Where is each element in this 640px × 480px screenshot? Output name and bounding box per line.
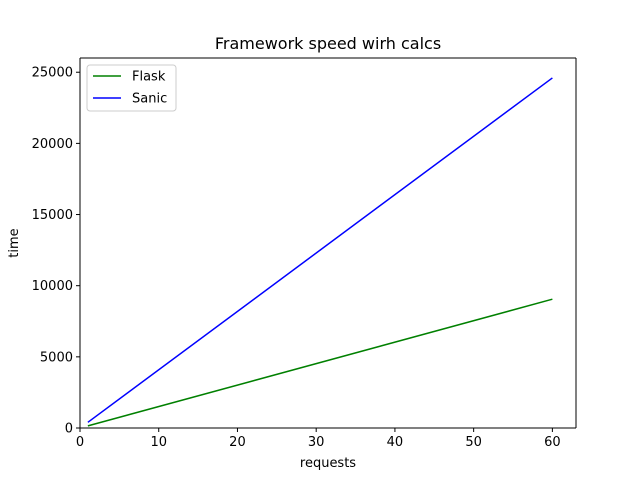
legend-label-flask: Flask [132,70,166,85]
axes-frame [79,57,577,429]
y-tick-label: 20000 [32,137,73,152]
series-line-sanic [87,77,553,423]
x-tick-label: 60 [544,435,561,450]
y-axis-label: time [7,228,22,257]
y-tick-label: 15000 [32,208,73,223]
y-tick-label: 25000 [32,66,73,81]
legend: Flask Sanic [86,64,177,112]
x-tick-label: 10 [150,435,167,450]
series-lines [87,77,553,427]
y-axis-ticks: 0 5000 10000 15000 20000 25000 [32,66,80,437]
x-tick-label: 50 [465,435,482,450]
y-tick-label: 10000 [32,279,73,294]
series-line-flask [87,298,553,427]
x-tick-label: 30 [308,435,325,450]
x-axis-ticks: 0 10 20 30 40 50 60 [76,428,561,450]
x-tick-label: 40 [387,435,404,450]
y-tick-label: 5000 [40,350,73,365]
chart-title: Framework speed wirh calcs [215,34,441,53]
x-tick-label: 0 [76,435,84,450]
legend-label-sanic: Sanic [132,92,167,107]
x-axis-label: requests [300,456,356,471]
y-tick-label: 0 [65,422,73,437]
x-tick-label: 20 [229,435,246,450]
